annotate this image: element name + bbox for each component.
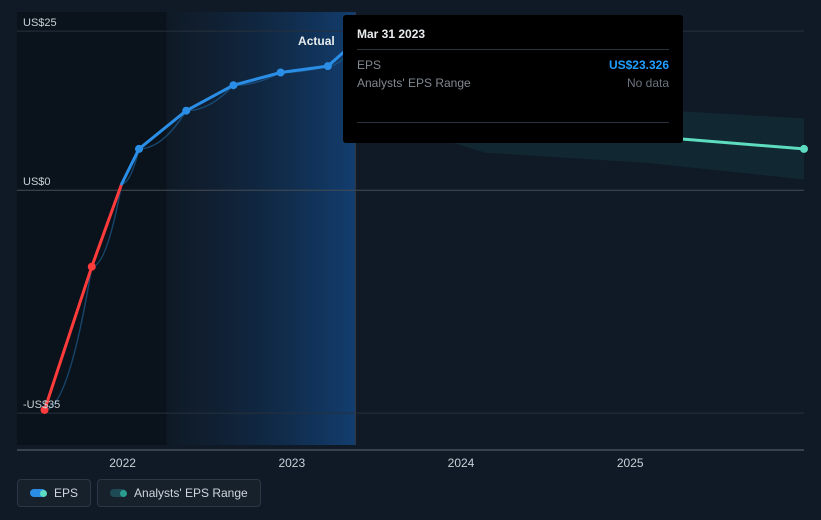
legend-swatch-eps bbox=[30, 489, 46, 497]
x-tick-label: 2023 bbox=[278, 456, 305, 470]
x-tick-label: 2022 bbox=[109, 456, 136, 470]
y-tick-label: US$25 bbox=[23, 17, 57, 29]
tooltip-row-value: US$23.326 bbox=[609, 58, 669, 72]
tooltip-row-label: Analysts' EPS Range bbox=[357, 76, 471, 90]
tooltip-date: Mar 31 2023 bbox=[357, 27, 669, 41]
tooltip-row-label: EPS bbox=[357, 58, 381, 72]
tooltip-row: EPS US$23.326 bbox=[357, 56, 669, 74]
y-tick-label: -US$35 bbox=[23, 399, 60, 411]
label-actual: Actual bbox=[298, 34, 335, 48]
y-tick-label: US$0 bbox=[23, 176, 51, 188]
eps-chart: US$25US$0-US$35 2022202320242025 Actual … bbox=[0, 0, 821, 520]
tooltip-row: Analysts' EPS Range No data bbox=[357, 74, 669, 92]
tooltip: Mar 31 2023 EPS US$23.326 Analysts' EPS Ra… bbox=[343, 15, 683, 143]
tooltip-row-value: No data bbox=[627, 76, 669, 90]
x-tick-label: 2025 bbox=[617, 456, 644, 470]
legend-item-eps[interactable]: EPS bbox=[17, 479, 91, 507]
x-tick-label: 2024 bbox=[448, 456, 475, 470]
legend-label-eps: EPS bbox=[54, 486, 78, 500]
legend: EPS Analysts' EPS Range bbox=[17, 479, 261, 507]
legend-item-range[interactable]: Analysts' EPS Range bbox=[97, 479, 261, 507]
legend-swatch-range bbox=[110, 489, 126, 497]
legend-label-range: Analysts' EPS Range bbox=[134, 486, 248, 500]
